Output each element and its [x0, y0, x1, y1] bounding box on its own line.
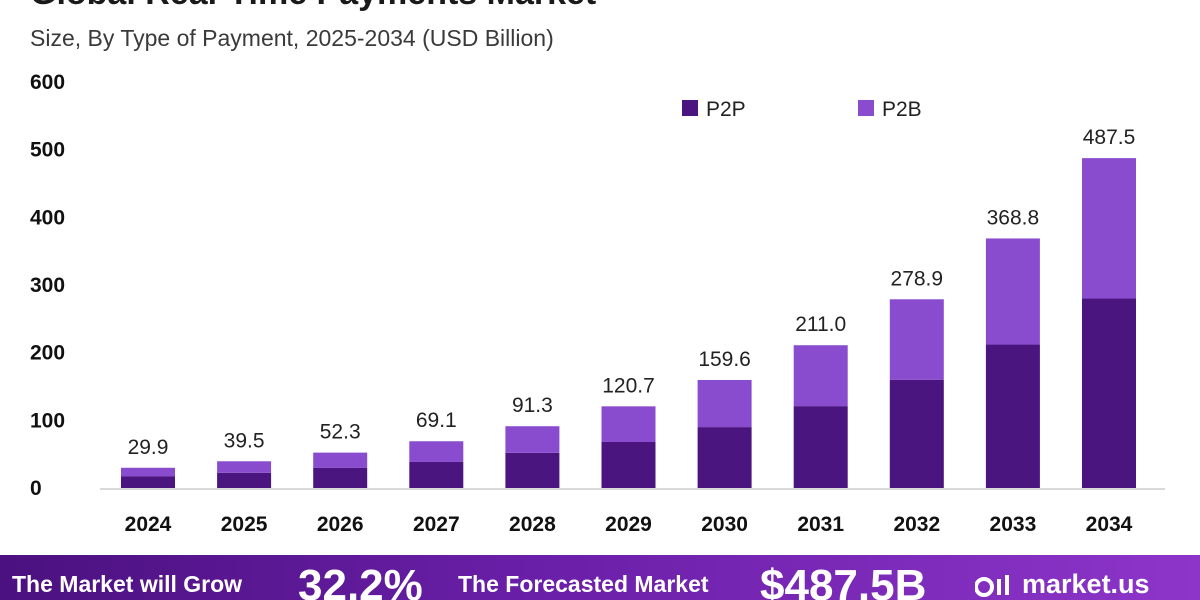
legend-swatch-p2p — [682, 100, 698, 116]
data-label-2032: 278.9 — [891, 267, 944, 290]
bar-segment-p2b-2034 — [1082, 158, 1136, 299]
bar-segment-p2b-2025 — [217, 461, 272, 473]
data-label-2024: 29.9 — [128, 436, 169, 459]
x-tick-label-2030: 2030 — [701, 513, 748, 536]
bar-segment-p2p-2033 — [985, 344, 1040, 488]
legend-label-p2p: P2P — [706, 98, 746, 121]
bar-segment-p2b-2031 — [793, 345, 848, 407]
y-tick-label: 200 — [30, 342, 65, 365]
x-tick-label-2026: 2026 — [317, 513, 364, 536]
x-tick-label-2032: 2032 — [893, 513, 940, 536]
data-label-2025: 39.5 — [224, 429, 265, 452]
bar-segment-p2b-2027 — [409, 441, 464, 462]
data-label-2031: 211.0 — [795, 313, 846, 336]
legend-swatch-p2b — [858, 100, 874, 116]
data-label-2026: 52.3 — [320, 421, 361, 444]
bar-segment-p2b-2030 — [697, 380, 752, 428]
bar-segment-p2p-2028 — [505, 452, 560, 488]
x-tick-label-2033: 2033 — [990, 513, 1037, 536]
market-us-logo-icon — [975, 575, 1009, 597]
footer-banner: The Market will Grow 32.2% The Forecaste… — [0, 555, 1200, 600]
bar-segment-p2b-2028 — [505, 426, 560, 453]
x-tick-label-2034: 2034 — [1086, 513, 1133, 536]
bar-segment-p2p-2034 — [1082, 298, 1136, 488]
chart-subtitle: Size, By Type of Payment, 2025-2034 (USD… — [30, 25, 554, 51]
bar-segment-p2p-2029 — [601, 441, 656, 488]
stacked-bar-chart: 0 100 200 300 400 500 600 29.9 39.5 52.3 69.1 91.3… — [30, 71, 1165, 536]
x-tick-label-2025: 2025 — [221, 513, 268, 536]
data-label-2030: 159.6 — [698, 348, 751, 371]
x-axis: 2024 2025 2026 2027 2028 2029 2030 2031 2032 2033… — [125, 513, 1133, 536]
footer-brand: market.us — [1022, 569, 1150, 599]
bar-segment-p2b-2033 — [985, 238, 1040, 345]
data-label-2028: 91.3 — [512, 394, 553, 417]
data-label-2033: 368.8 — [987, 206, 1040, 229]
bar-segment-p2p-2024 — [121, 476, 175, 488]
y-tick-label: 300 — [30, 274, 65, 297]
y-tick-label: 400 — [30, 206, 65, 229]
x-tick-label-2028: 2028 — [509, 513, 556, 536]
x-tick-label-2029: 2029 — [605, 513, 652, 536]
bar-segment-p2p-2026 — [313, 467, 368, 488]
chart-title: Global Real-Time Payments Market — [30, 0, 596, 13]
data-label-2029: 120.7 — [602, 374, 655, 397]
legend-label-p2b: P2B — [882, 98, 922, 121]
footer-cagr-value: 32.2% — [298, 561, 423, 600]
bar-segment-p2p-2031 — [793, 406, 848, 488]
bar-segment-p2b-2032 — [889, 299, 944, 380]
footer-forecast-label: The Forecasted Market — [458, 571, 709, 597]
x-tick-label-2024: 2024 — [125, 513, 172, 536]
y-tick-label: 0 — [30, 477, 42, 500]
x-tick-label-2031: 2031 — [797, 513, 844, 536]
bar-segment-p2b-2029 — [601, 406, 656, 442]
bar-segment-p2b-2024 — [121, 467, 175, 477]
bar-segment-p2p-2027 — [409, 461, 464, 488]
bar-segment-p2b-2026 — [313, 452, 368, 468]
x-tick-label-2027: 2027 — [413, 513, 460, 536]
data-label-2034: 487.5 — [1083, 126, 1136, 149]
y-axis: 0 100 200 300 400 500 600 — [30, 71, 65, 500]
footer-grow-label: The Market will Grow — [12, 571, 243, 597]
footer-forecast-value: $487.5B — [760, 561, 927, 600]
legend: P2P P2B — [682, 98, 922, 121]
y-tick-label: 100 — [30, 409, 65, 432]
data-label-2027: 69.1 — [416, 409, 457, 432]
bar-segment-p2p-2032 — [889, 379, 944, 488]
bar-segment-p2p-2030 — [697, 427, 752, 488]
y-tick-label: 500 — [30, 139, 65, 162]
bar-segment-p2p-2025 — [217, 472, 272, 488]
y-tick-label: 600 — [30, 71, 65, 94]
bars: 29.9 39.5 52.3 69.1 91.3 120.7 159.6 211.0 278.9… — [121, 126, 1136, 488]
